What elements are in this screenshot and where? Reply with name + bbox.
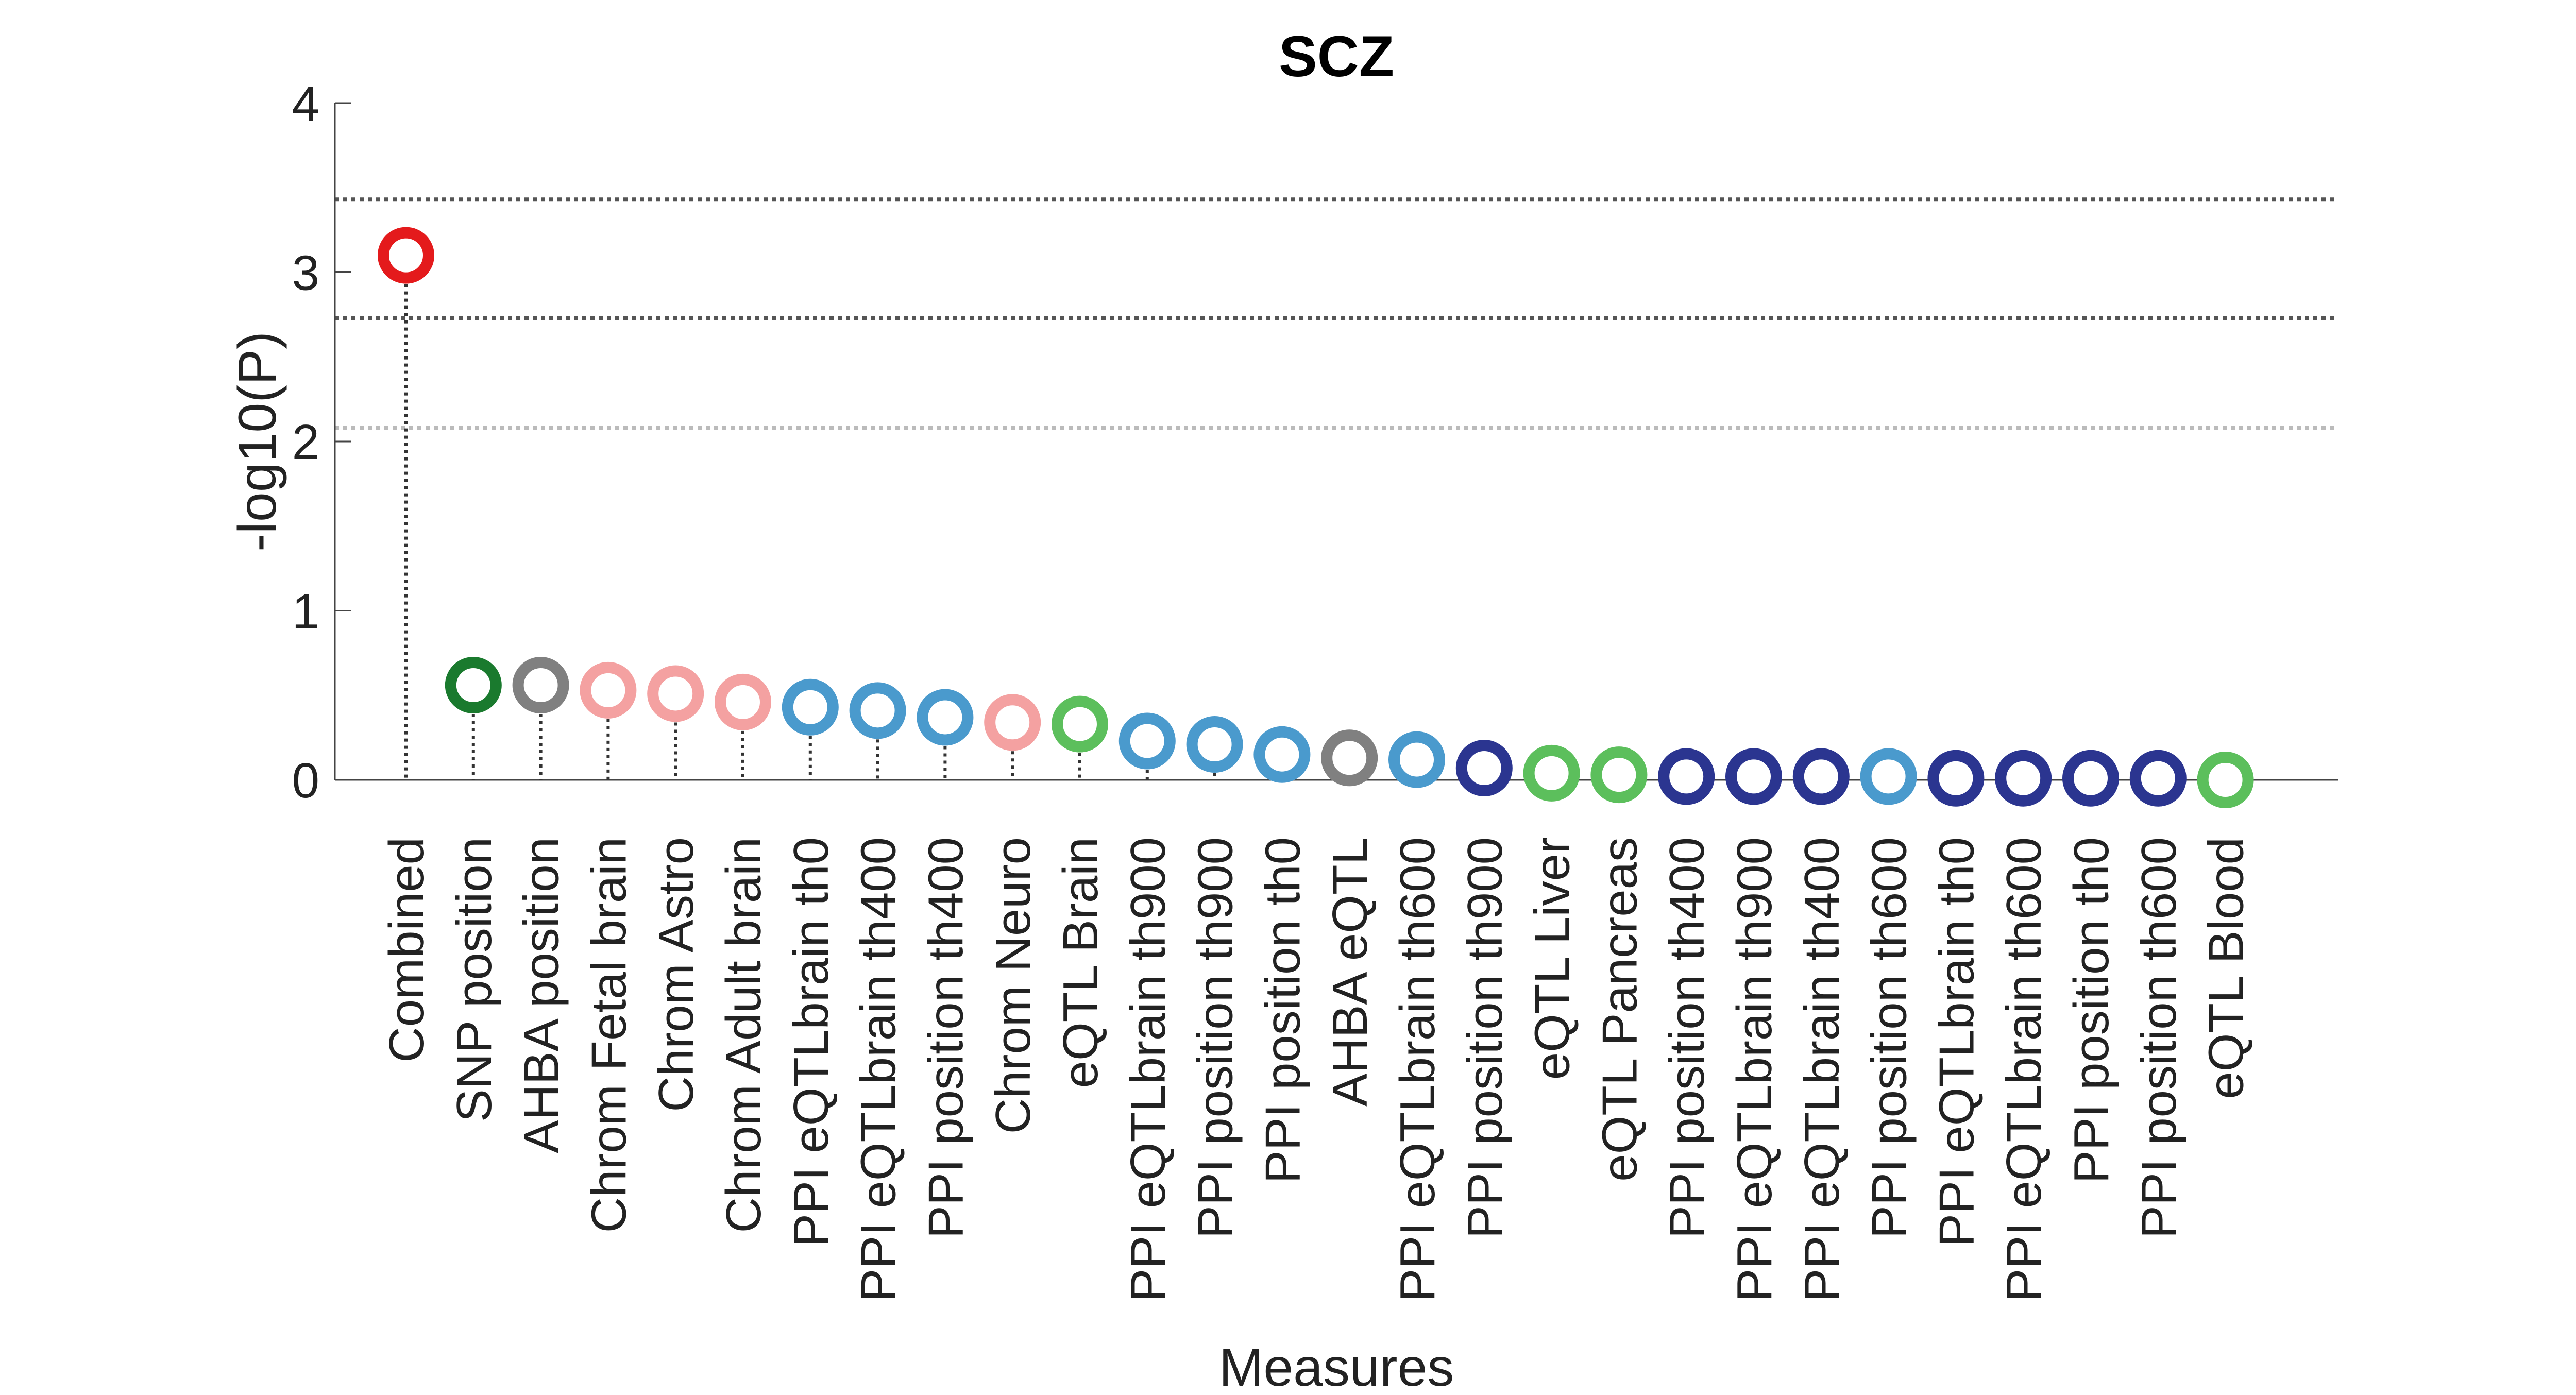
data-point xyxy=(917,689,974,746)
x-tick-label: PPI position th0 xyxy=(2064,837,2119,1183)
points xyxy=(378,227,2254,808)
x-tick-label: eQTL Liver xyxy=(1525,837,1580,1080)
y-tick-label: 2 xyxy=(292,415,319,470)
data-point xyxy=(1455,740,1513,797)
x-tick-label: eQTL Pancreas xyxy=(1592,837,1647,1182)
x-tick-label: PPI position th400 xyxy=(1659,837,1715,1238)
x-tick-labels: Combined SNP position AHBA position Chrom F… xyxy=(379,837,2254,1302)
x-tick-label: Chrom Astro xyxy=(649,837,704,1112)
data-point xyxy=(445,657,502,714)
data-point xyxy=(1186,716,1243,773)
data-point xyxy=(2197,752,2254,808)
data-point xyxy=(2062,750,2119,807)
data-point xyxy=(1388,731,1445,788)
chart-title: SCZ xyxy=(1279,24,1394,89)
x-tick-label: PPI position th400 xyxy=(918,837,973,1238)
x-tick-label: AHBA position xyxy=(514,837,569,1153)
data-point xyxy=(512,657,569,714)
data-point xyxy=(715,673,771,730)
data-point xyxy=(1658,748,1715,805)
x-tick-label: PPI eQTLbrain th400 xyxy=(1794,837,1850,1302)
data-point xyxy=(849,682,906,739)
data-point xyxy=(647,665,704,722)
y-tick-label: 0 xyxy=(292,753,319,808)
x-tick-label: PPI eQTLbrain th600 xyxy=(1996,837,2052,1302)
data-point xyxy=(2129,750,2187,807)
x-tick-label: Chrom Adult brain xyxy=(716,837,771,1233)
x-tick-label: SNP position xyxy=(447,837,502,1122)
data-point xyxy=(1792,748,1850,805)
axes xyxy=(334,103,2338,781)
data-point xyxy=(1590,746,1648,804)
x-tick-label: AHBA eQTL xyxy=(1323,837,1378,1107)
y-tick-label: 4 xyxy=(292,76,319,131)
data-point xyxy=(1860,748,1917,805)
x-tick-label: eQTL Brain xyxy=(1053,837,1108,1088)
x-tick-label: PPI position th900 xyxy=(1188,837,1243,1238)
x-tick-label: PPI eQTLbrain th900 xyxy=(1727,837,1782,1302)
y-tick-label: 3 xyxy=(292,246,319,301)
data-point xyxy=(984,694,1041,751)
data-point xyxy=(1253,726,1311,783)
data-point xyxy=(580,661,637,719)
data-point xyxy=(1523,744,1580,802)
x-tick-label: PPI eQTLbrain th0 xyxy=(1929,837,1984,1247)
data-point xyxy=(1725,748,1782,805)
x-tick-label: PPI eQTLbrain th400 xyxy=(851,837,906,1302)
data-point xyxy=(1118,712,1176,770)
y-axis-label: -log10(P) xyxy=(228,331,287,552)
data-point xyxy=(1321,729,1378,787)
data-point xyxy=(782,678,839,736)
x-tick-label: eQTL Blood xyxy=(2199,837,2254,1099)
x-tick-label: Chrom Neuro xyxy=(986,837,1041,1134)
x-tick-label: Combined xyxy=(379,837,434,1063)
x-axis-label: Measures xyxy=(1219,1338,1454,1395)
data-point xyxy=(1052,695,1108,753)
x-tick-label: PPI eQTLbrain th900 xyxy=(1121,837,1176,1302)
data-point xyxy=(378,227,434,284)
y-tick-label: 1 xyxy=(292,584,319,639)
x-tick-label: PPI position th600 xyxy=(2131,837,2187,1238)
x-tick-label: PPI eQTLbrain th600 xyxy=(1390,837,1445,1302)
x-tick-label: Chrom Fetal brain xyxy=(581,837,636,1233)
data-point xyxy=(1927,750,1985,807)
x-tick-label: PPI eQTLbrain th0 xyxy=(784,837,839,1247)
data-point xyxy=(1995,750,2052,807)
y-ticks: 0 1 2 3 4 xyxy=(292,76,351,808)
x-tick-label: PPI position th900 xyxy=(1458,837,1513,1238)
x-tick-label: PPI position th0 xyxy=(1255,837,1310,1183)
x-tick-label: PPI position th600 xyxy=(1862,837,1917,1238)
threshold-lines xyxy=(335,197,2338,430)
